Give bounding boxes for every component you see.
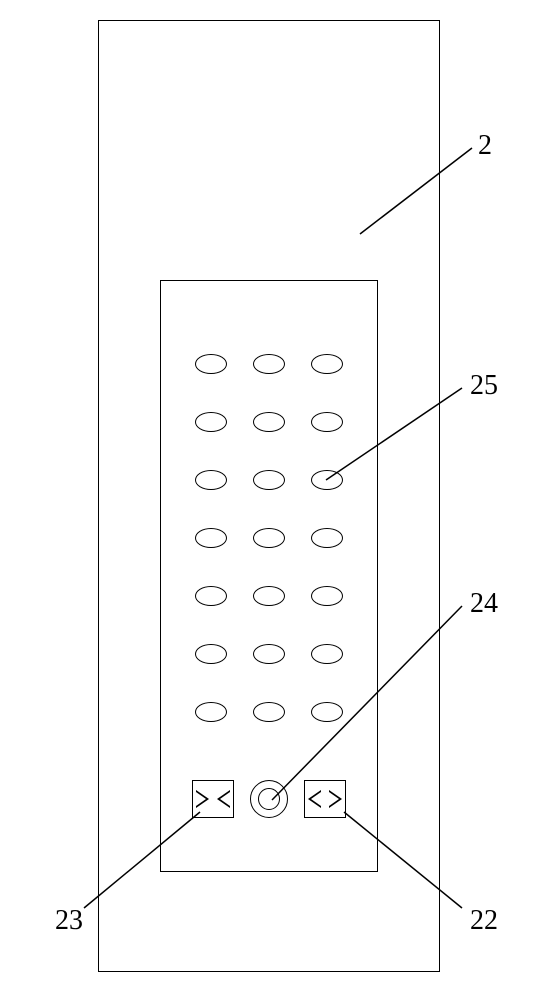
callout-leader (326, 388, 462, 480)
triangle-left-icon-fill (220, 792, 230, 806)
floor-button[interactable] (253, 470, 285, 490)
floor-button[interactable] (311, 586, 343, 606)
floor-button[interactable] (311, 354, 343, 374)
floor-button[interactable] (253, 586, 285, 606)
callout-label-25: 25 (470, 370, 498, 402)
callout-leader (84, 812, 200, 908)
floor-button[interactable] (195, 470, 227, 490)
floor-button[interactable] (195, 528, 227, 548)
floor-button[interactable] (195, 702, 227, 722)
floor-button[interactable] (195, 412, 227, 432)
callout-leader (360, 148, 472, 234)
floor-button[interactable] (195, 354, 227, 374)
floor-button[interactable] (195, 644, 227, 664)
triangle-right-icon-fill (196, 792, 206, 806)
callout-leader (344, 812, 462, 908)
callout-label-22: 22 (470, 905, 498, 937)
floor-button[interactable] (195, 586, 227, 606)
callout-label-23: 23 (55, 905, 83, 937)
floor-button[interactable] (311, 528, 343, 548)
floor-button[interactable] (253, 528, 285, 548)
floor-button[interactable] (253, 354, 285, 374)
callout-label-2: 2 (478, 130, 492, 162)
floor-button[interactable] (253, 412, 285, 432)
callout-label-24: 24 (470, 588, 498, 620)
callout-leader (272, 606, 462, 800)
